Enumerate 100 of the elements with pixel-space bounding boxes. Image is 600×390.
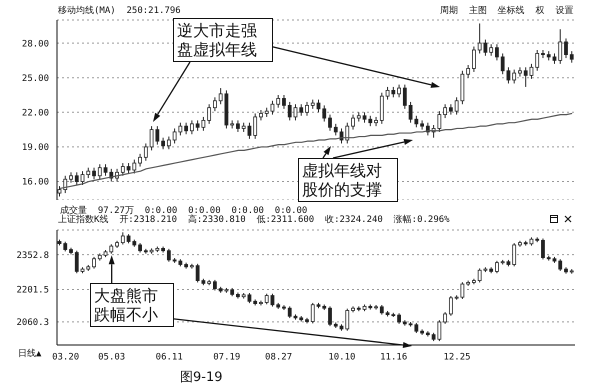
candlestick — [570, 50, 574, 64]
y-tick-label: 2201.5 — [16, 286, 49, 296]
candlestick — [495, 260, 499, 274]
text: 周期 主图 坐标线 权 设置 — [440, 4, 574, 17]
candlestick — [305, 101, 309, 116]
candlestick — [213, 279, 217, 291]
y-tick-label: 2060.3 — [16, 318, 49, 328]
y-tick-label: 2352.8 — [16, 250, 49, 261]
candlestick — [310, 302, 315, 324]
candlestick — [294, 104, 298, 121]
candlestick — [86, 167, 90, 179]
candlestick — [420, 120, 424, 130]
candlestick — [253, 112, 258, 140]
text: 日线▲ — [18, 348, 42, 360]
candlestick — [161, 137, 165, 150]
candlestick — [282, 94, 286, 110]
candlestick — [155, 126, 160, 146]
candlestick — [310, 99, 315, 110]
candlestick — [558, 258, 562, 272]
candlestick — [408, 101, 412, 124]
candlestick — [546, 50, 551, 61]
candlestick — [478, 22, 482, 54]
x-tick-label: 03.20 — [52, 352, 80, 362]
candlestick — [328, 114, 332, 132]
candlestick — [138, 242, 142, 254]
candlestick — [98, 164, 102, 180]
annotation: 虚拟年线对股价的支撑 — [298, 158, 398, 202]
candlestick — [213, 96, 217, 112]
candlestick — [126, 234, 130, 244]
candlestick — [414, 322, 418, 334]
chart-title: 上证指数K线 开:2318.210 高:2330.810 低:2311.600 收:2324.240 涨幅:0.296% — [58, 214, 450, 226]
candlestick — [264, 293, 269, 305]
x-tick-label: 06.11 — [156, 352, 183, 362]
candlestick — [380, 304, 384, 316]
candlestick — [334, 123, 338, 136]
candlestick — [69, 172, 73, 184]
candlestick — [322, 104, 326, 122]
candlestick — [512, 69, 516, 84]
candlestick — [242, 122, 246, 132]
candlestick — [270, 293, 274, 308]
y-tick-label: 22.00 — [22, 108, 49, 119]
candlestick — [276, 94, 280, 108]
candlestick — [541, 238, 545, 260]
y-tick-label: 16.00 — [22, 178, 49, 188]
y-tick-label: 28.00 — [22, 39, 49, 50]
candlestick — [530, 63, 534, 80]
candlestick — [524, 66, 528, 88]
text: 成交量 97.27万 0:0.00 0:0.00 0:0.00 0:0.00 — [60, 204, 308, 216]
candlestick — [316, 99, 320, 113]
candlestick — [104, 164, 108, 176]
candlestick — [144, 142, 148, 162]
candlestick — [109, 244, 114, 254]
candlestick — [120, 162, 125, 176]
x-tick-label: 12.25 — [443, 352, 471, 362]
candlestick — [478, 268, 482, 283]
candlestick — [374, 116, 378, 127]
candlestick — [351, 114, 355, 130]
candlestick — [512, 242, 516, 267]
candlestick — [288, 101, 292, 121]
candlestick — [495, 44, 499, 61]
candlestick — [63, 241, 68, 252]
x-tick-label: 11.16 — [380, 352, 408, 362]
candlestick — [397, 84, 401, 98]
candlestick — [340, 128, 344, 144]
candlestick — [248, 292, 252, 304]
caption: 图9-19 — [180, 369, 223, 386]
candlestick — [120, 232, 125, 245]
x-tick-label: 10.10 — [328, 352, 356, 362]
candlestick — [288, 306, 292, 319]
candlestick — [132, 159, 136, 174]
chart-title: 移动均线(MA) 250:21.796 — [58, 4, 181, 17]
candlestick — [150, 126, 154, 151]
candlestick — [484, 39, 488, 56]
candlestick — [138, 153, 142, 168]
y-tick-label: 19.00 — [22, 143, 49, 154]
candlestick — [391, 86, 396, 98]
candlestick — [356, 112, 361, 122]
candlestick — [564, 38, 568, 59]
candlestick — [126, 162, 130, 174]
candlestick — [506, 66, 510, 84]
candlestick — [397, 312, 401, 324]
candlestick — [58, 186, 62, 198]
annotation: 大盘熊市跌幅不小 — [90, 283, 174, 327]
candlestick — [500, 52, 505, 75]
candlestick — [558, 28, 562, 64]
candlestick — [74, 250, 79, 274]
candlestick — [264, 107, 269, 118]
candlestick — [92, 167, 96, 180]
y-tick-label: 25.00 — [22, 74, 49, 84]
candlestick — [259, 110, 263, 121]
x-tick-label: 08.27 — [265, 352, 292, 362]
candlestick — [386, 86, 390, 100]
x-tick-label: 07.19 — [213, 352, 240, 362]
candlestick — [236, 120, 240, 132]
candlestick — [74, 172, 79, 186]
candlestick — [328, 306, 332, 327]
candlestick — [80, 170, 84, 186]
candlestick — [368, 115, 372, 127]
x-tick-label: 05.03 — [98, 352, 126, 362]
candlestick — [218, 88, 223, 105]
